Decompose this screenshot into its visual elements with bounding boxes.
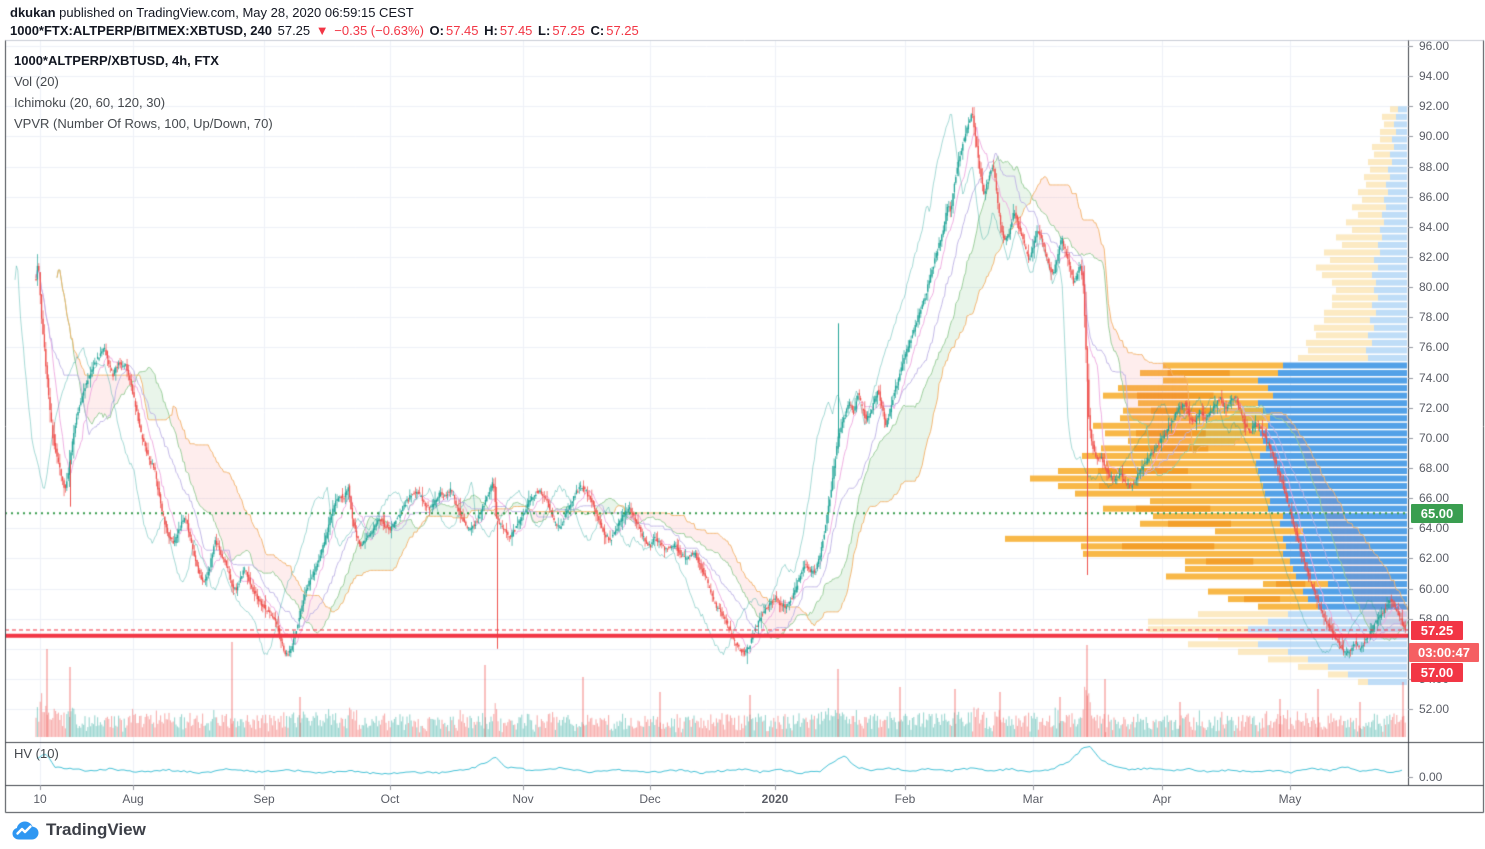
legend-ichimoku[interactable]: Ichimoku (20, 60, 120, 30) bbox=[14, 95, 166, 110]
time-tick-label: Mar bbox=[1022, 792, 1044, 806]
symbol-status-line: 1000*FTX:ALTPERP/BITMEX:XBTUSD, 240 57.2… bbox=[10, 22, 641, 40]
symbol-name: 1000*FTX:ALTPERP/BITMEX:XBTUSD, 240 bbox=[10, 23, 272, 38]
legend-hv[interactable]: HV (10) bbox=[14, 746, 59, 761]
price-tick-label: 66.00 bbox=[1419, 491, 1450, 506]
price-tick-label: 94.00 bbox=[1419, 69, 1450, 84]
price-tick-label: 78.00 bbox=[1419, 310, 1450, 325]
high-value: 57.45 bbox=[499, 23, 533, 38]
chart-header: dkukan published on TradingView.com, May… bbox=[10, 4, 641, 40]
legend-symbol[interactable]: 1000*ALTPERP/XBTUSD, 4h, FTX bbox=[14, 53, 219, 68]
price-label-current: 57.25 bbox=[1411, 621, 1463, 640]
price-tick-label: 68.00 bbox=[1419, 460, 1450, 475]
low-label: L: bbox=[538, 23, 551, 38]
price-tick-label: 84.00 bbox=[1419, 219, 1450, 234]
time-tick-label: Oct bbox=[380, 792, 400, 806]
time-axis[interactable]: 10 Aug Sep Oct Nov Dec 2020 Feb Mar Apr May bbox=[5, 785, 1408, 812]
hv-zero-label: 0.00 bbox=[1419, 770, 1443, 784]
high-label: H: bbox=[484, 23, 498, 38]
open-label: O: bbox=[429, 23, 444, 38]
price-tick-label: 52.00 bbox=[1419, 702, 1450, 717]
price-label-red-level: 57.00 bbox=[1411, 663, 1463, 682]
price-tick-label: 96.00 bbox=[1419, 39, 1450, 54]
price-tick-label: 74.00 bbox=[1419, 370, 1450, 385]
indicator-legend: 1000*ALTPERP/XBTUSD, 4h, FTX Vol (20) Ic… bbox=[14, 50, 273, 134]
price-tick-label: 72.00 bbox=[1419, 400, 1450, 415]
open-value: 57.45 bbox=[445, 23, 479, 38]
price-tick-label: 92.00 bbox=[1419, 99, 1450, 114]
time-tick-label: Aug bbox=[122, 792, 144, 806]
tradingview-logo-text: TradingView bbox=[46, 820, 146, 839]
byline-text: published on TradingView.com, May 28, 20… bbox=[55, 5, 414, 20]
time-tick-label: Apr bbox=[1152, 792, 1172, 806]
time-tick-label: Feb bbox=[894, 792, 916, 806]
last-price: 57.25 bbox=[277, 23, 311, 38]
price-tick-label: 76.00 bbox=[1419, 340, 1450, 355]
price-tick-label: 82.00 bbox=[1419, 250, 1450, 264]
price-axis[interactable]: 96.00 94.00 92.00 90.00 88.00 86.00 84.00 82.00… bbox=[1408, 39, 1485, 812]
price-tick-label: 70.00 bbox=[1419, 430, 1450, 445]
username: dkukan bbox=[10, 5, 56, 20]
price-tick-label: 90.00 bbox=[1419, 129, 1450, 144]
legend-volume[interactable]: Vol (20) bbox=[14, 74, 59, 89]
price-label-green-level: 65.00 bbox=[1411, 504, 1463, 523]
price-tick-label: 88.00 bbox=[1419, 159, 1450, 174]
bar-countdown-badge: 03:00:47 bbox=[1409, 643, 1479, 662]
close-value: 57.25 bbox=[606, 23, 639, 38]
time-tick-label: May bbox=[1278, 792, 1302, 806]
legend-vpvr[interactable]: VPVR (Number Of Rows, 100, Up/Down, 70) bbox=[14, 116, 273, 131]
time-tick-label: Nov bbox=[512, 792, 534, 806]
close-label: C: bbox=[590, 23, 605, 38]
price-tick-label: 60.00 bbox=[1419, 581, 1450, 596]
time-tick-label: 2020 bbox=[761, 792, 789, 806]
price-tick-label: 64.00 bbox=[1419, 521, 1450, 536]
price-change: −0.35 (−0.63%) bbox=[334, 23, 424, 38]
tradingview-logo[interactable]: TradingView bbox=[12, 820, 146, 840]
tradingview-cloud-icon bbox=[12, 821, 39, 839]
down-arrow-icon: ▼ bbox=[315, 23, 329, 38]
byline: dkukan published on TradingView.com, May… bbox=[10, 4, 641, 22]
price-tick-label: 86.00 bbox=[1419, 189, 1450, 204]
low-value: 57.25 bbox=[552, 23, 585, 38]
price-tick-label: 62.00 bbox=[1419, 551, 1450, 566]
time-tick-label: Sep bbox=[253, 792, 275, 806]
time-tick-label: Dec bbox=[639, 792, 661, 806]
time-tick-label: 10 bbox=[33, 792, 47, 806]
price-tick-label: 80.00 bbox=[1419, 280, 1450, 295]
